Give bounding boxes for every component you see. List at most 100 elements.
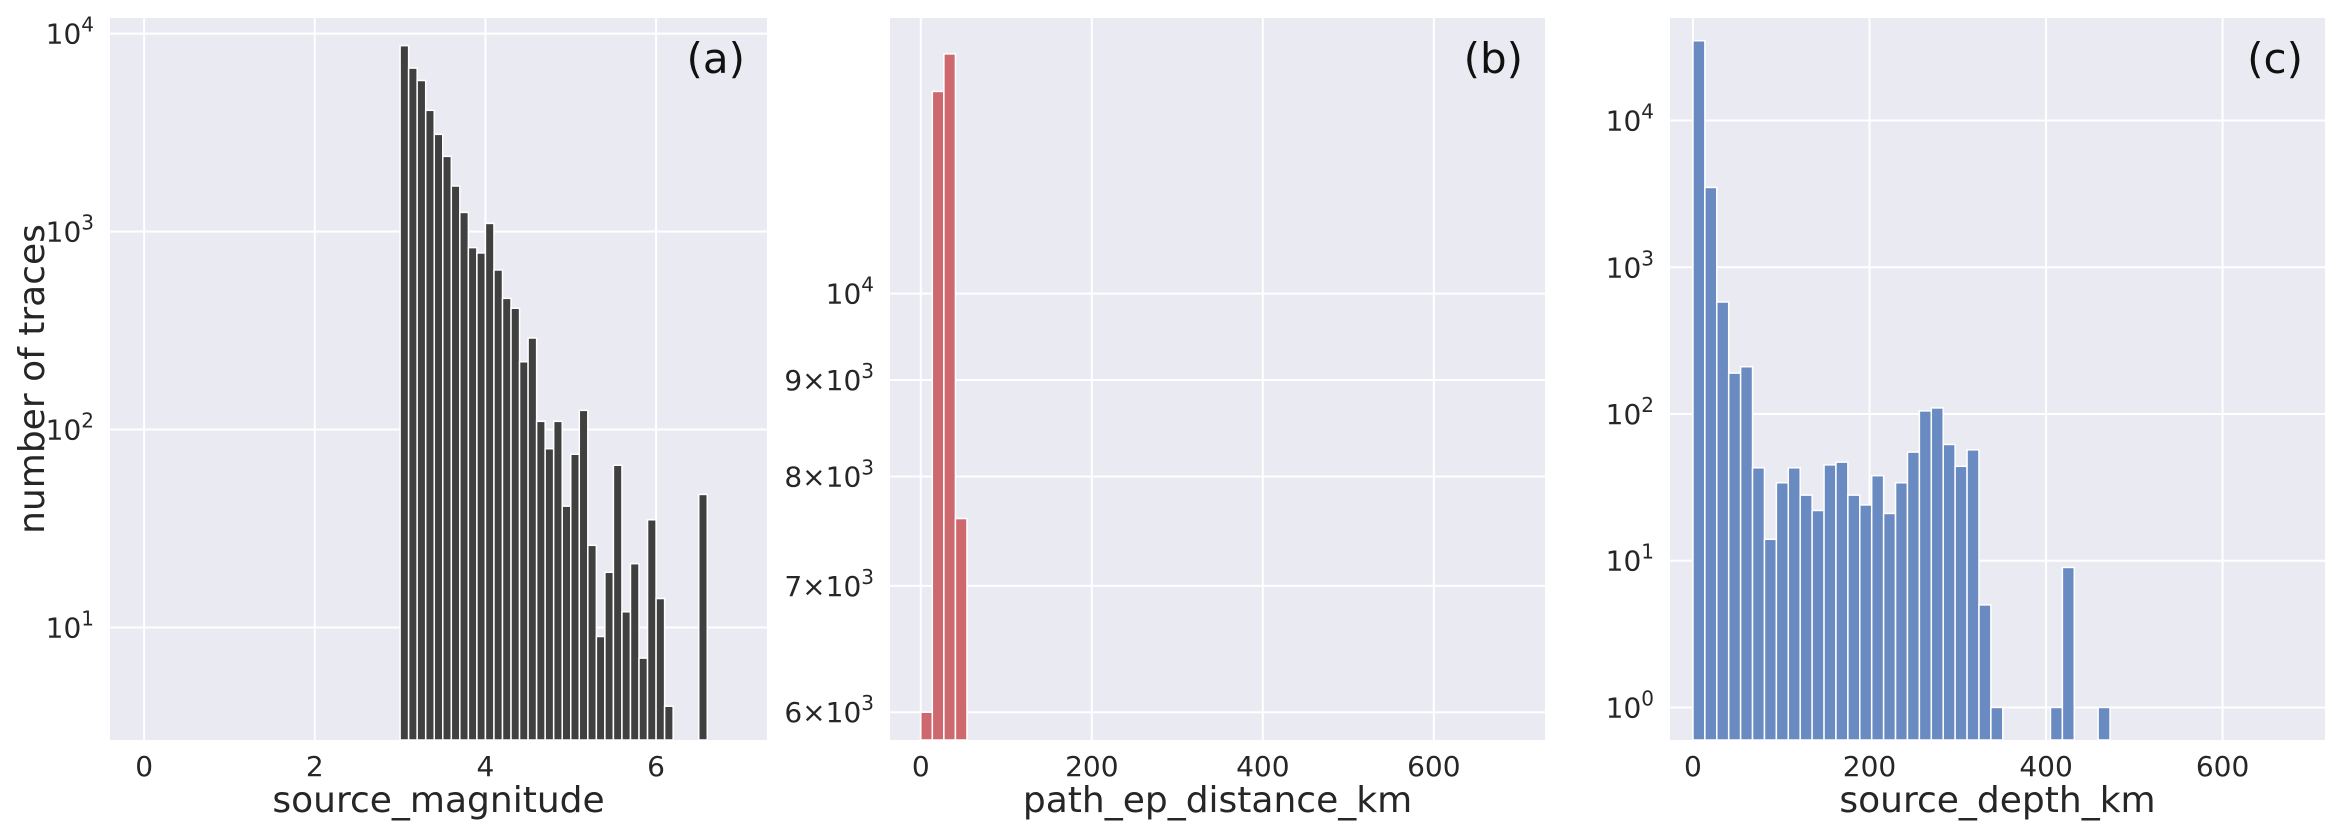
histogram-bar: [663, 705, 674, 741]
histogram-bar: [552, 420, 563, 741]
x-tick-label: 6: [647, 750, 665, 783]
x-axis-label: path_ep_distance_km: [1023, 780, 1412, 821]
histogram-bar: [2061, 566, 2076, 741]
histogram-bar: [578, 409, 589, 741]
histogram-bar: [1823, 464, 1837, 741]
histogram-bar: [561, 505, 572, 741]
histogram-bar: [459, 211, 470, 741]
histogram-bar: [1811, 509, 1825, 741]
histogram-bar: [1906, 451, 1921, 741]
x-tick-label: 0: [912, 750, 930, 783]
y-tick-label: 6×103: [784, 691, 874, 729]
y-tick-label: 9×103: [784, 359, 874, 397]
histogram-bar: [1787, 467, 1801, 741]
histogram-bar: [1799, 494, 1813, 741]
histogram-bar: [1727, 372, 1742, 741]
histogram-bar: [407, 67, 418, 741]
histogram-bar: [476, 252, 487, 741]
histogram-bar: [604, 571, 615, 741]
y-tick-label: 102: [46, 409, 94, 447]
x-axis-label: source_depth_km: [1839, 780, 2155, 821]
histogram-bar: [1704, 186, 1718, 741]
histogram-bar: [697, 493, 709, 741]
y-tick-label: 103: [46, 211, 94, 249]
y-tick-label: 103: [1606, 246, 1654, 284]
panel-label: (a): [686, 34, 745, 83]
x-tick-label: 600: [1407, 750, 1460, 783]
histogram-bar: [493, 269, 504, 741]
histogram-bar: [1894, 481, 1909, 741]
histogram-bar: [424, 109, 435, 741]
histogram-bar: [1930, 407, 1944, 741]
y-tick-label: 8×103: [784, 456, 874, 494]
histogram-bar: [1763, 538, 1778, 741]
histogram-bar: [501, 297, 512, 741]
histogram-bar: [2097, 706, 2111, 741]
x-tick-label: 400: [2019, 750, 2072, 783]
histogram-bar: [1918, 410, 1933, 741]
histogram-bar: [535, 420, 546, 741]
histogram-bar: [1751, 467, 1766, 741]
histogram-bar: [1954, 465, 1968, 741]
histogram-bar: [1847, 494, 1861, 741]
histogram-bar: [1739, 365, 1754, 741]
histogram-bar: [621, 611, 632, 741]
x-tick-label: 0: [1684, 750, 1702, 783]
x-tick-label: 400: [1236, 750, 1289, 783]
x-tick-label: 600: [2196, 750, 2249, 783]
y-tick-label: 104: [826, 273, 874, 311]
panel-label: (c): [2247, 34, 2303, 83]
histogram-bar: [2049, 706, 2064, 741]
histogram-bar: [1859, 504, 1873, 741]
histogram-bar: [655, 597, 666, 741]
histogram-bar: [1692, 39, 1706, 741]
y-tick-label: 102: [1606, 393, 1654, 431]
histogram-bar: [638, 657, 649, 741]
plot-area: [890, 18, 1545, 740]
histogram-bar: [450, 185, 461, 741]
histogram-bar: [1942, 443, 1956, 741]
histogram-bar: [920, 711, 934, 741]
histogram-bar: [587, 544, 598, 741]
x-tick-label: 4: [477, 750, 495, 783]
histogram-bar: [433, 133, 444, 741]
histogram-bar: [954, 517, 968, 741]
y-tick-label: 101: [1606, 540, 1654, 578]
y-tick-label: 101: [46, 606, 94, 644]
histogram-bar: [646, 519, 657, 741]
y-tick-label: 100: [1606, 686, 1654, 724]
histogram-bar: [1978, 604, 1992, 741]
histogram-bar: [595, 635, 606, 741]
histogram-bar: [1870, 474, 1885, 741]
histogram-bar: [612, 464, 623, 741]
histogram-bar: [1835, 461, 1849, 741]
histogram-bar: [510, 307, 521, 741]
x-tick-label: 200: [1843, 750, 1896, 783]
histogram-bar: [629, 562, 640, 741]
panel-label: (b): [1464, 34, 1523, 83]
histogram-bar: [527, 337, 538, 741]
x-tick-label: 200: [1065, 750, 1118, 783]
histogram-bar: [467, 246, 478, 741]
histogram-bar: [1775, 481, 1790, 741]
histogram-bar: [399, 44, 410, 741]
panel-b-path-ep-distance: 0 200 400 600 6×103 7×103 8×103 9×103 104 path_ep…: [784, 18, 1545, 821]
x-tick-label: 0: [135, 750, 153, 783]
histogram-bar: [943, 53, 957, 741]
histogram-bar: [518, 361, 529, 741]
histogram-bar: [416, 79, 427, 741]
x-tick-label: 2: [306, 750, 324, 783]
histogram-bar: [1716, 301, 1730, 741]
histogram-bar: [544, 447, 555, 741]
y-axis-label: number of traces: [12, 224, 53, 534]
histogram-bar: [1990, 706, 2004, 741]
y-tick-label: 104: [46, 13, 94, 51]
y-tick-label: 104: [1606, 100, 1654, 138]
y-tick-label: 7×103: [784, 565, 874, 603]
x-axis-label: source_magnitude: [272, 780, 604, 821]
panel-c-source-depth: 0 200 400 600 100 101 102 103 104 source_depth_km…: [1606, 18, 2325, 821]
histogram-bar: [442, 155, 453, 741]
histogram-bar: [484, 222, 495, 741]
histogram-bar: [570, 453, 581, 741]
